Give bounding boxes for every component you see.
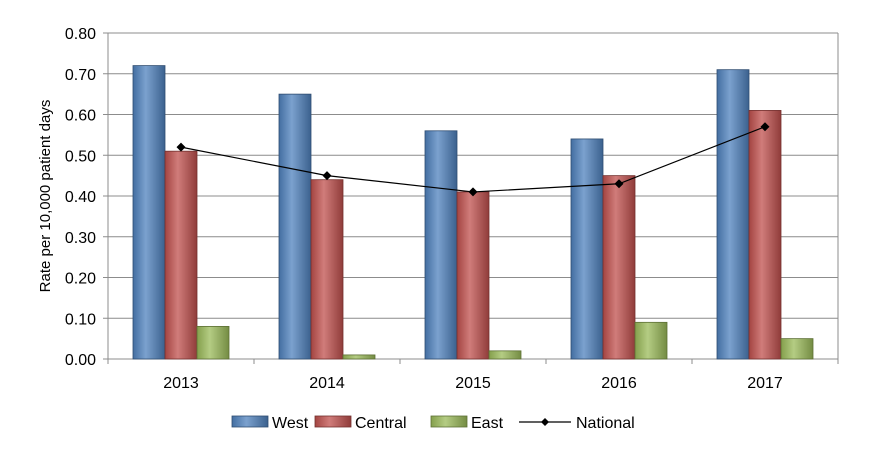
- legend-label: Central: [355, 415, 407, 432]
- y-tick-label: 0.20: [65, 271, 96, 288]
- legend: West Central East National: [231, 415, 635, 432]
- y-tick-label: 0.00: [65, 352, 96, 369]
- legend-item-west: West: [231, 415, 309, 432]
- y-tick-label: 0.30: [65, 230, 96, 247]
- legend-label: East: [471, 415, 504, 432]
- x-tick-label: 2014: [309, 375, 345, 392]
- marker-national-2014: [322, 171, 332, 181]
- national-line: [176, 122, 770, 197]
- legend-marker: [541, 418, 549, 426]
- y-tick-label: 0.40: [65, 189, 96, 206]
- bar-central-2014: [310, 179, 344, 360]
- legend-item-central: Central: [314, 415, 407, 432]
- legend-item-national: National: [519, 415, 635, 432]
- legend-item-east: East: [430, 415, 504, 432]
- marker-national-2015: [468, 187, 478, 197]
- marker-national-2013: [176, 142, 186, 152]
- legend-swatch: [430, 415, 468, 428]
- line-national: [180, 126, 766, 193]
- bar-east-2013: [196, 325, 230, 360]
- bar-east-2016: [634, 321, 668, 360]
- x-tick-label: 2016: [601, 375, 637, 392]
- bars: [132, 65, 814, 360]
- bar-east-2017: [780, 338, 814, 360]
- bar-west-2013: [132, 65, 166, 360]
- legend-label: National: [576, 415, 635, 432]
- bar-east-2014: [342, 354, 376, 360]
- bar-west-2015: [424, 130, 458, 360]
- bar-central-2017: [748, 110, 782, 360]
- y-tick-label: 0.80: [65, 26, 96, 43]
- y-tick-label: 0.10: [65, 311, 96, 328]
- legend-swatch: [231, 415, 269, 428]
- bar-west-2017: [716, 69, 750, 360]
- y-axis-title: Rate per 10,000 patient days: [37, 100, 54, 293]
- legend-swatch: [314, 415, 352, 428]
- bar-west-2016: [570, 138, 604, 360]
- marker-national-2016: [614, 179, 624, 189]
- bar-central-2015: [456, 191, 490, 360]
- y-tick-label: 0.60: [65, 108, 96, 125]
- x-tick-label: 2015: [455, 375, 491, 392]
- tick-labels: 0.00 0.10 0.20 0.30 0.40 0.50 0.60 0.70 0.80 2013…: [65, 26, 783, 392]
- bar-central-2016: [602, 175, 636, 360]
- bar-west-2014: [278, 93, 312, 360]
- bar-east-2015: [488, 350, 522, 360]
- bar-central-2013: [164, 150, 198, 360]
- x-tick-label: 2013: [163, 375, 199, 392]
- y-tick-label: 0.70: [65, 67, 96, 84]
- legend-label: West: [272, 415, 309, 432]
- x-tick-label: 2017: [747, 375, 783, 392]
- y-tick-label: 0.50: [65, 148, 96, 165]
- marker-national-2017: [760, 122, 770, 132]
